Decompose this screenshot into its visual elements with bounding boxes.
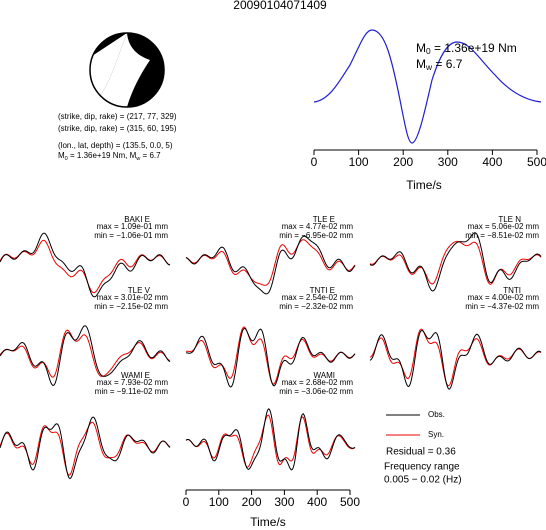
max-label: max = 2.54e-02 mm — [282, 293, 354, 302]
obs-trace — [369, 232, 542, 292]
station-label: TLE E — [313, 215, 335, 224]
max-label: max = 4.77e-02 mm — [282, 222, 354, 231]
residual: Residual = 0.36 — [386, 447, 456, 458]
obs-trace — [369, 329, 542, 390]
trace-xlabel: Time/s — [250, 515, 286, 529]
stf-curve — [313, 29, 542, 144]
min-label: min = −2.32e-02 mm — [279, 302, 353, 311]
mechanism-line: (strike, dip, rake) = (217, 77, 329) — [58, 112, 177, 121]
stf-mw: Mw = 6.7 — [416, 57, 463, 72]
x-tick-label: 400 — [482, 155, 502, 169]
x-tick-label: 0 — [311, 155, 318, 169]
title: 20090104071409 — [233, 0, 327, 12]
beachball — [87, 32, 165, 108]
max-label: max = 5.06e-02 mm — [468, 222, 540, 231]
station-label: WAMI — [314, 371, 335, 380]
max-label: max = 7.93e-02 mm — [97, 378, 169, 387]
ball-white — [98, 33, 150, 108]
subscript: w — [135, 156, 141, 162]
x-tick-label: 500 — [527, 155, 546, 169]
text-part: = 1.36e+19 Nm, M — [68, 151, 137, 160]
text-part: M — [416, 57, 426, 71]
obs-trace — [185, 408, 356, 471]
legend: Obs. Syn. Residual = 0.36 Frequency rang… — [384, 410, 462, 486]
min-label: min = −4.37e-02 mm — [465, 302, 539, 311]
min-label: min = −9.11e-02 mm — [95, 387, 169, 396]
station-label: WAMI E — [121, 371, 150, 380]
x-tick-label: 100 — [209, 495, 229, 509]
ball-outline — [89, 32, 165, 108]
syn-trace — [369, 328, 542, 387]
subscript: 0 — [65, 156, 68, 162]
legend-syn: Syn. — [428, 430, 444, 439]
x-tick-label: 100 — [349, 155, 369, 169]
min-label: min = −6.95e-02 mm — [279, 231, 353, 240]
station-label: TNTI — [503, 286, 521, 295]
max-label: max = 2.68e-02 mm — [282, 378, 354, 387]
max-label: max = 1.09e-01 mm — [97, 222, 169, 231]
station-label: TNTI E — [310, 286, 335, 295]
freq-title: Frequency range — [384, 462, 460, 473]
mechanism-line: (lon., lat, depth) = (135.5, 0.0, 5) — [58, 141, 173, 150]
obs-trace — [0, 416, 171, 480]
x-tick-label: 200 — [242, 495, 262, 509]
subscript: 0 — [426, 46, 431, 56]
station-label: BAKI E — [124, 215, 150, 224]
obs-trace — [0, 232, 171, 298]
syn-trace — [0, 239, 171, 294]
ball-white — [87, 33, 127, 99]
stf-m0: M0 = 1.36e+19 Nm — [416, 41, 517, 56]
text-part: = 6.7 — [140, 151, 161, 160]
x-tick-label: 300 — [274, 495, 294, 509]
text-part: = 6.7 — [432, 57, 463, 71]
obs-trace — [185, 235, 356, 295]
syn-trace — [185, 414, 356, 468]
subscript: w — [425, 62, 433, 72]
text-part: = 1.36e+19 Nm — [431, 41, 517, 55]
syn-trace — [0, 329, 171, 378]
syn-trace — [369, 240, 542, 285]
x-tick-label: 0 — [183, 495, 190, 509]
min-label: min = −3.06e-02 mm — [279, 387, 353, 396]
text-part: M — [58, 151, 65, 160]
min-label: min = −2.15e-02 mm — [94, 302, 168, 311]
min-label: min = −8.51e-02 mm — [465, 231, 539, 240]
max-label: max = 4.00e-02 mm — [468, 293, 540, 302]
x-tick-label: 500 — [340, 495, 360, 509]
freq-range: 0.005 − 0.02 (Hz) — [384, 475, 462, 486]
station-label: TLE V — [128, 286, 151, 295]
mechanism-line: (strike, dip, rake) = (315, 60, 195) — [58, 124, 177, 133]
station-label: TLE N — [498, 215, 521, 224]
syn-trace — [185, 239, 356, 286]
text-part: M — [416, 41, 426, 55]
min-label: min = −1.06e-01 mm — [94, 231, 168, 240]
x-tick-label: 200 — [393, 155, 413, 169]
moment-line: M0 = 1.36e+19 Nm, Mw = 6.7 — [58, 151, 161, 162]
x-tick-label: 300 — [438, 155, 458, 169]
obs-trace — [0, 325, 171, 387]
legend-obs: Obs. — [428, 410, 445, 419]
stf-xlabel: Time/s — [406, 178, 442, 192]
max-label: max = 3.01e-02 mm — [97, 293, 169, 302]
x-tick-label: 400 — [307, 495, 327, 509]
obs-trace — [186, 327, 356, 388]
